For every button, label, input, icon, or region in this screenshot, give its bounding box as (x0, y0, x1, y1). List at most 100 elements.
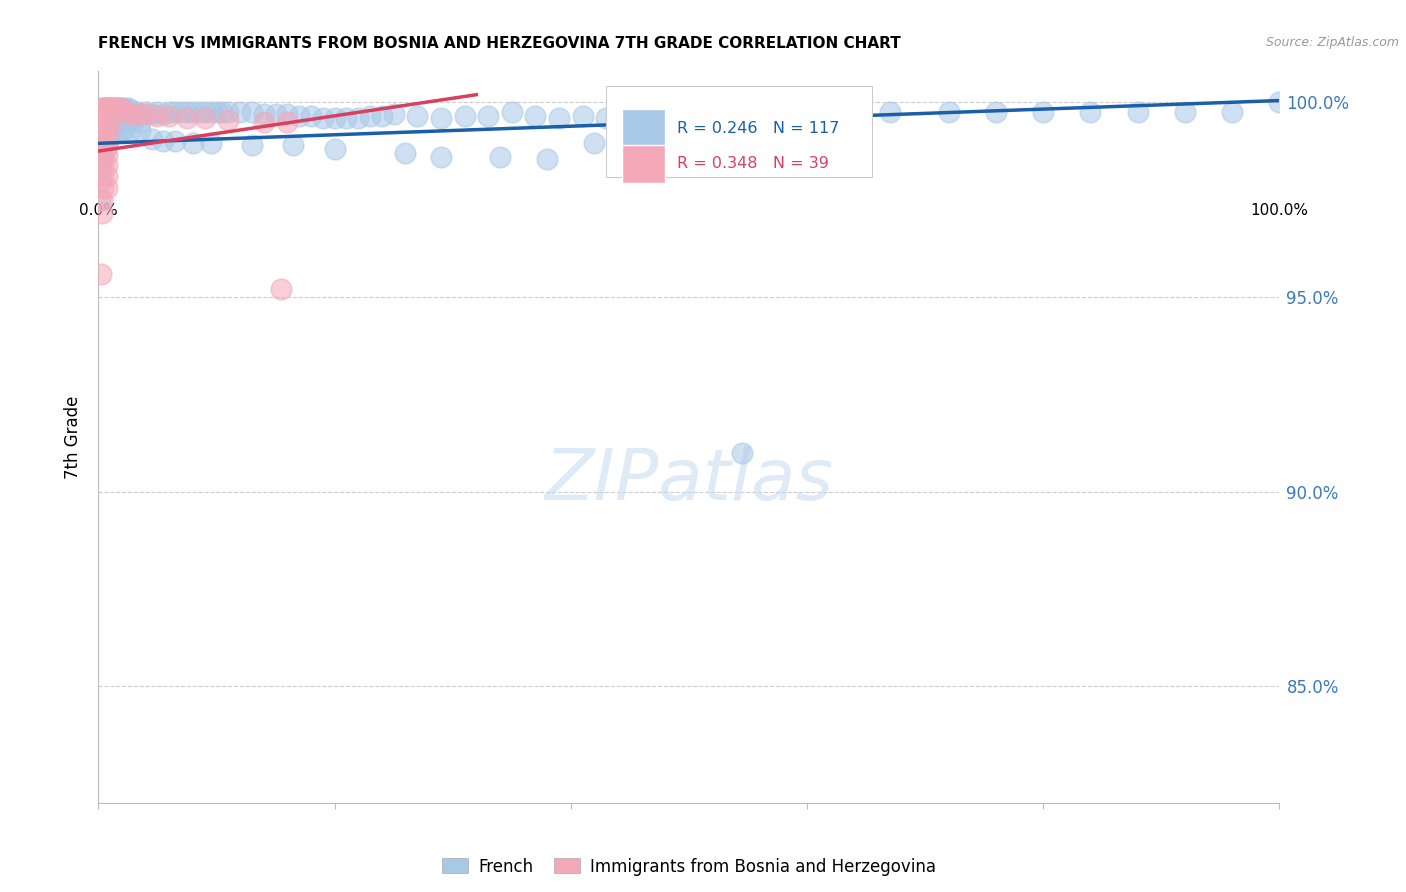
Point (91, 132, 114, 146)
Point (141, 107, 163, 121)
Point (91, 148, 114, 162)
Point (96, 138, 118, 153)
Point (689, 105, 711, 120)
Point (323, 111, 346, 125)
Text: ZIPatlas: ZIPatlas (544, 447, 834, 516)
Text: FRENCH VS IMMIGRANTS FROM BOSNIA AND HERZEGOVINA 7TH GRADE CORRELATION CHART: FRENCH VS IMMIGRANTS FROM BOSNIA AND HER… (98, 36, 901, 51)
Point (90, 267, 112, 281)
Point (630, 109, 652, 123)
Point (93, 109, 115, 123)
Point (121, 103, 143, 118)
Point (489, 150, 512, 164)
Point (98, 119, 121, 133)
Point (96, 181, 118, 195)
Point (121, 107, 143, 121)
Point (264, 107, 287, 121)
Point (105, 109, 128, 123)
Point (240, 138, 263, 153)
Point (536, 152, 558, 166)
Point (94, 109, 117, 123)
Point (347, 111, 370, 125)
Point (103, 101, 125, 115)
Point (524, 109, 547, 123)
Point (217, 105, 239, 120)
Point (276, 107, 298, 121)
Point (211, 105, 233, 120)
Point (678, 132, 700, 146)
Point (152, 107, 174, 121)
Point (108, 101, 131, 115)
Point (501, 105, 523, 120)
Point (91, 181, 114, 195)
Point (110, 101, 132, 115)
Point (111, 101, 134, 115)
Point (879, 105, 901, 120)
Point (94, 122, 117, 136)
Point (94, 132, 117, 146)
Point (98, 101, 121, 115)
Point (335, 111, 357, 125)
Point (624, 153, 647, 168)
Point (323, 142, 346, 156)
Point (104, 122, 127, 136)
Point (105, 101, 128, 115)
FancyBboxPatch shape (621, 110, 665, 147)
Point (93, 101, 115, 115)
Point (382, 107, 405, 121)
Point (1080, 105, 1102, 120)
Point (117, 101, 139, 115)
Point (91, 152, 114, 166)
Point (146, 105, 169, 120)
Point (1220, 105, 1243, 120)
Point (1126, 105, 1149, 120)
Point (477, 109, 499, 123)
Point (288, 109, 311, 123)
Point (181, 105, 204, 120)
Point (430, 150, 453, 164)
Point (90, 175, 112, 189)
Point (98, 122, 121, 136)
Point (984, 105, 1007, 120)
Point (1174, 105, 1197, 120)
Point (91, 101, 114, 115)
Point (176, 111, 198, 125)
Point (583, 136, 606, 151)
Point (96, 158, 118, 172)
Point (141, 132, 163, 146)
Point (128, 107, 150, 121)
Point (406, 109, 429, 123)
Point (122, 113, 145, 128)
Point (91, 158, 114, 172)
Point (91, 109, 114, 123)
Legend: French, Immigrants from Bosnia and Herzegovina: French, Immigrants from Bosnia and Herze… (434, 851, 943, 882)
Point (205, 105, 228, 120)
Point (595, 111, 617, 125)
Point (89, 193, 111, 207)
Point (101, 101, 124, 115)
Point (96, 169, 118, 184)
Point (98, 101, 121, 115)
Point (111, 113, 134, 128)
Point (394, 146, 416, 161)
Point (200, 136, 222, 151)
Text: R = 0.246   N = 117: R = 0.246 N = 117 (678, 120, 839, 136)
Point (91, 128, 114, 143)
Point (176, 105, 198, 120)
Point (181, 136, 204, 151)
Point (135, 105, 157, 120)
Point (938, 105, 960, 120)
Point (165, 135, 187, 149)
Point (146, 109, 169, 123)
Text: 0.0%: 0.0% (79, 203, 118, 218)
Point (101, 109, 124, 123)
Point (93, 101, 115, 115)
Point (114, 105, 136, 120)
Point (170, 105, 193, 120)
Point (1268, 95, 1291, 110)
Point (135, 107, 157, 121)
Point (157, 105, 180, 120)
Point (91, 169, 114, 184)
Point (103, 101, 125, 115)
Point (125, 105, 148, 120)
Point (299, 109, 322, 123)
